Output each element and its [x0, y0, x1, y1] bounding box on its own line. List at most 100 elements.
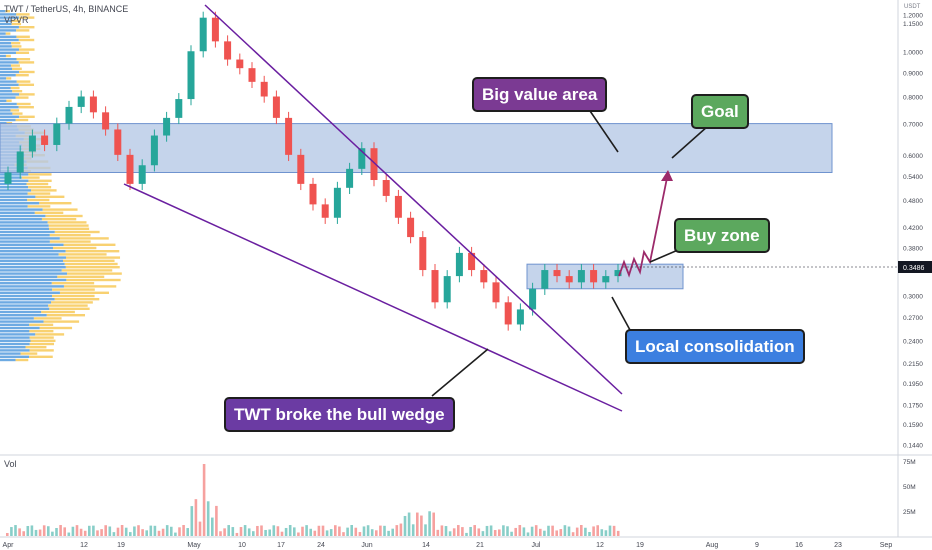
goal-callout[interactable]: Goal: [691, 94, 749, 129]
wedge-break-callout[interactable]: TWT broke the bull wedge: [224, 397, 455, 432]
vp-bar-yellow: [15, 118, 29, 122]
vp-bar-yellow: [35, 195, 65, 198]
vp-bar-blue: [0, 115, 20, 118]
candle-body: [102, 112, 110, 130]
volume-bar: [67, 532, 71, 536]
volume-bar: [403, 515, 407, 536]
volume-bar: [399, 523, 403, 536]
volume-bar: [202, 464, 206, 536]
volume-bar: [30, 525, 34, 536]
volume-bar: [481, 531, 485, 536]
volume-bar: [559, 529, 563, 536]
vp-bar-blue: [0, 29, 17, 32]
volume-bar: [424, 524, 427, 536]
vp-bar-blue: [0, 64, 11, 67]
vp-bar-yellow: [11, 22, 22, 26]
volume-bar: [309, 528, 312, 536]
projection-arrowhead: [661, 170, 673, 181]
candle-body: [28, 135, 36, 152]
time-label: 16: [795, 542, 803, 549]
vp-bar-blue: [0, 221, 48, 224]
vp-bar-blue: [0, 61, 19, 64]
price-tick: 0.5400: [903, 174, 923, 181]
indicator-label[interactable]: VPVR: [4, 15, 29, 25]
vp-bar-blue: [0, 173, 29, 176]
volume-bar: [407, 512, 411, 536]
vp-bar-blue: [0, 240, 50, 243]
price-axis-area[interactable]: [898, 0, 932, 550]
volume-bar: [239, 527, 243, 536]
volume-bar: [256, 525, 259, 536]
vp-bar-blue: [0, 118, 16, 122]
candle-body: [248, 68, 256, 82]
vp-bar-yellow: [11, 67, 22, 70]
time-label: 10: [238, 542, 246, 549]
candle-body: [394, 195, 402, 218]
volume-bar: [452, 528, 456, 536]
price-tick: 0.1750: [903, 403, 923, 410]
volume-bar: [514, 527, 517, 536]
vp-bar-yellow: [15, 358, 29, 362]
volume-bar: [22, 531, 25, 536]
vp-bar-yellow: [16, 80, 31, 83]
volume-bar: [588, 531, 591, 536]
big-value-area-callout[interactable]: Big value area: [472, 77, 608, 112]
vp-bar-yellow: [52, 294, 95, 298]
vp-bar-yellow: [39, 326, 73, 330]
vp-bar-yellow: [31, 189, 57, 192]
vp-bar-blue: [0, 336, 30, 339]
price-tick: 1.2000: [903, 12, 923, 19]
volume-bar: [47, 526, 50, 536]
volume-bar: [428, 511, 431, 536]
local-consolidation-callout[interactable]: Local consolidation: [625, 329, 805, 364]
time-label: 23: [834, 542, 842, 549]
candle-body: [138, 165, 146, 184]
candle-body: [236, 59, 244, 69]
vp-bar-blue: [0, 262, 65, 266]
buy-zone-callout[interactable]: Buy zone: [674, 218, 770, 253]
vp-bar-yellow: [57, 275, 105, 278]
volume-bar: [235, 532, 239, 536]
volume-tick: 50M: [903, 484, 916, 491]
volume-bar: [14, 525, 17, 536]
wedge-upper-line: [204, 4, 623, 395]
vp-bar-blue: [0, 109, 11, 112]
vp-bar-blue: [0, 323, 30, 326]
vp-bar-yellow: [29, 330, 54, 333]
volume-bar: [411, 524, 415, 536]
vp-bar-yellow: [51, 282, 95, 285]
vp-bar-blue: [0, 294, 53, 298]
time-label: 14: [422, 542, 430, 549]
volume-bar: [145, 530, 148, 536]
candle-body: [529, 288, 537, 310]
vp-bar-blue: [0, 246, 54, 250]
volume-bar: [38, 529, 42, 536]
volume-bar: [284, 527, 288, 536]
volume-bar: [231, 527, 235, 536]
volume-pane[interactable]: [0, 455, 898, 537]
symbol-title: TWT / TetherUS, 4h, BINANCE: [4, 4, 129, 14]
vp-bar-blue: [0, 13, 17, 16]
vp-bar-blue: [0, 214, 46, 218]
vp-bar-yellow: [21, 176, 40, 179]
volume-bar: [543, 530, 546, 536]
volume-bar: [534, 525, 538, 536]
volume-bar: [108, 526, 112, 536]
volume-bar: [362, 526, 366, 536]
volume-bar: [280, 531, 284, 536]
vp-bar-yellow: [16, 58, 31, 61]
volume-label[interactable]: Vol: [4, 459, 17, 469]
volume-bar: [346, 527, 349, 536]
volume-bar: [129, 532, 132, 536]
vp-bar-blue: [0, 77, 7, 80]
vp-bar-yellow: [18, 106, 34, 109]
vp-bar-blue: [0, 182, 27, 186]
vp-bar-blue: [0, 51, 16, 54]
vp-bar-yellow: [15, 74, 29, 77]
vp-bar-blue: [0, 333, 36, 336]
vp-bar-blue: [0, 45, 12, 48]
vp-bar-blue: [0, 179, 29, 182]
vp-bar-yellow: [29, 349, 54, 352]
volume-bar: [79, 528, 83, 536]
